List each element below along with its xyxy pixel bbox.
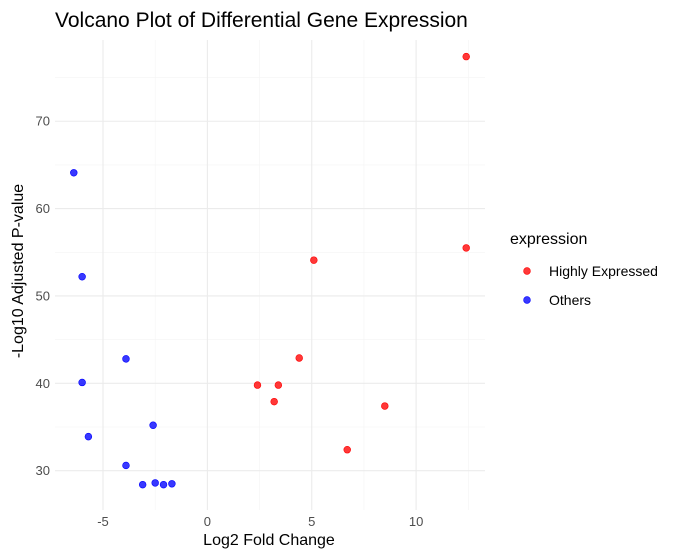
chart-title: Volcano Plot of Differential Gene Expres… [55,9,468,32]
x-axis-ticks: -5 0 5 10 [97,514,423,529]
y-tick-label: 70 [36,114,50,129]
point-highly-expressed [343,446,351,454]
legend-title: expression [510,231,587,248]
grid [55,40,485,510]
legend-key-others [523,296,531,304]
x-tick-label: 0 [204,514,211,529]
legend: expression Highly Expressed Others [510,231,658,308]
point-highly-expressed [462,244,470,252]
x-axis-title: Log2 Fold Change [203,532,335,549]
x-tick-label: -5 [97,514,109,529]
point-highly-expressed [295,354,303,362]
point-others [84,432,93,441]
point-highly-expressed [270,397,278,406]
point-others [149,421,157,429]
point-others [122,355,130,363]
y-tick-label: 60 [36,201,50,216]
x-tick-label: 10 [409,514,423,529]
legend-label-highly-expressed: Highly Expressed [549,263,658,279]
point-others [78,378,86,387]
x-tick-label: 5 [308,514,315,529]
point-others [151,479,159,487]
point-highly-expressed [253,381,262,389]
legend-label-others: Others [549,292,591,308]
point-highly-expressed [310,256,318,264]
y-tick-label: 30 [36,463,50,478]
point-others [138,480,147,489]
y-axis-title: -Log10 Adjusted P-value [10,184,27,358]
data-points [70,52,470,489]
y-axis-ticks: 30 40 50 60 70 [36,114,50,478]
y-tick-label: 50 [36,288,50,303]
y-tick-label: 40 [36,376,50,391]
point-others [168,480,176,488]
point-others [122,461,130,470]
point-highly-expressed [274,381,283,389]
point-others [159,480,168,489]
legend-key-highly-expressed [523,267,531,275]
point-others [70,169,78,177]
point-others [78,273,86,281]
point-highly-expressed [381,402,389,410]
point-highly-expressed [462,52,470,61]
